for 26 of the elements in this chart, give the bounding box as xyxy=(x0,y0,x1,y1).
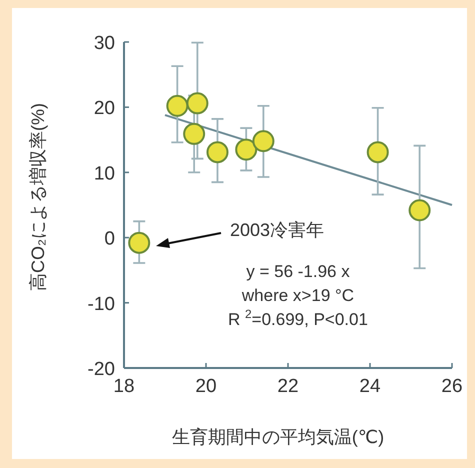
point xyxy=(366,141,389,164)
point xyxy=(252,130,274,152)
x-tick-label: 20 xyxy=(195,376,217,397)
point xyxy=(186,92,208,114)
point xyxy=(235,138,258,161)
y-tick-label: 20 xyxy=(94,98,115,120)
y-tick-label: -20 xyxy=(88,359,115,380)
point xyxy=(206,141,228,164)
x-axis-title: 生育期間中の平均気温(℃) xyxy=(172,427,384,447)
annotation: 2003冷害年 xyxy=(230,220,324,240)
y-tick-label: -10 xyxy=(88,294,115,315)
annotation: R $^{2}$=0.699, P<0.01 xyxy=(228,307,368,329)
y-axis-title: 高CO₂による増収率(%) xyxy=(28,103,48,291)
y-tick-label: 10 xyxy=(94,163,115,184)
point xyxy=(183,122,206,145)
y-tick-label: 0 xyxy=(104,228,115,250)
point xyxy=(408,199,431,222)
x-tick-label: 24 xyxy=(359,376,381,397)
x-tick-label: 26 xyxy=(441,376,463,397)
point xyxy=(128,232,150,254)
x-tick-label: 18 xyxy=(113,376,135,397)
x-tick-label: 22 xyxy=(277,376,299,397)
annotation: y = 56 -1.96 x xyxy=(246,262,350,281)
point xyxy=(166,94,188,117)
y-tick-label: 30 xyxy=(94,33,115,54)
annotation: where x>19 °C xyxy=(240,286,354,305)
